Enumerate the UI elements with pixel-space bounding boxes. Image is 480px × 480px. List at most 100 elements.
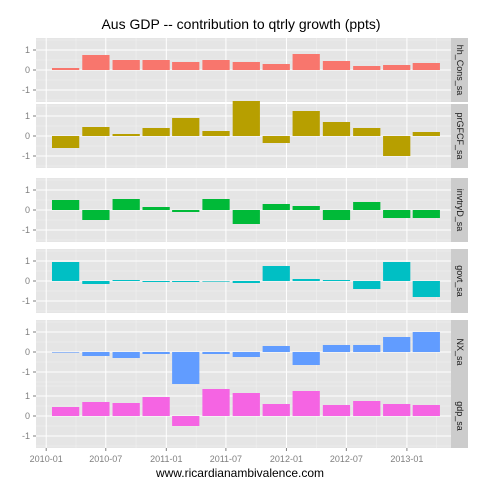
- bar-prGFCF_sa-2010-03: [51, 136, 80, 148]
- facet-panel-gdp_sa: -1 0 1 gdp_sa: [22, 384, 468, 448]
- bar-gdp_sa-2010-06: [82, 402, 110, 416]
- bar-gdp_sa-2011-09: [232, 393, 260, 416]
- bar-hh_Cons_sa-2011-12: [262, 64, 290, 70]
- y-tick-label: 1: [25, 391, 30, 401]
- y-tick-label: 1: [25, 45, 30, 55]
- bar-NX_sa-2013-03: [412, 332, 440, 352]
- bar-prGFCF_sa-2012-03: [292, 111, 320, 136]
- bar-prGFCF_sa-2011-03: [172, 118, 200, 136]
- y-tick-label: 1: [25, 256, 30, 266]
- y-tick-label: 1: [25, 111, 30, 121]
- bar-NX_sa-2012-06: [322, 345, 351, 352]
- bar-NX_sa-2011-12: [262, 346, 290, 352]
- bar-govt_sa-2011-03: [172, 281, 200, 282]
- bar-NX_sa-2012-09: [353, 345, 381, 352]
- bar-hh_Cons_sa-2010-12: [142, 60, 170, 70]
- x-tick-label: 2012-01: [270, 454, 303, 464]
- x-tick-label: 2013-01: [390, 454, 423, 464]
- x-axis: 2010-01 2010-07 2011-01 2011-07 2012-01 2012-…: [30, 448, 423, 464]
- bar-govt_sa-2012-12: [383, 262, 411, 281]
- bar-govt_sa-2012-09: [353, 281, 381, 289]
- bar-gdp_sa-2010-09: [112, 403, 140, 416]
- bar-invtryD_sa-2012-09: [353, 202, 381, 210]
- y-tick-label: 0: [25, 131, 30, 141]
- bar-invtryD_sa-2011-09: [232, 210, 260, 224]
- bar-govt_sa-2012-06: [322, 280, 351, 281]
- bar-hh_Cons_sa-2011-09: [232, 62, 260, 70]
- bar-hh_Cons_sa-2012-12: [383, 65, 411, 70]
- bar-invtryD_sa-2012-06: [322, 210, 351, 220]
- bar-prGFCF_sa-2011-09: [232, 101, 260, 136]
- bar-NX_sa-2010-09: [112, 352, 140, 358]
- y-tick-label: 0: [25, 65, 30, 75]
- y-tick-label: 1: [25, 185, 30, 195]
- bar-hh_Cons_sa-2010-06: [82, 55, 110, 70]
- facet-strip-label: prGFCF_sa: [455, 112, 465, 159]
- facet-panel-NX_sa: -1 0 1 NX_sa: [22, 320, 468, 387]
- bar-invtryD_sa-2010-03: [51, 200, 80, 210]
- bar-hh_Cons_sa-2013-03: [412, 63, 440, 70]
- bar-govt_sa-2013-03: [412, 281, 440, 297]
- bar-gdp_sa-2013-03: [412, 405, 440, 416]
- facet-strip-label: hh_Cons_sa: [455, 45, 465, 96]
- bar-gdp_sa-2012-12: [383, 404, 411, 416]
- x-tick-label: 2011-07: [210, 454, 242, 464]
- facet-strip-label: govt_sa: [455, 265, 465, 297]
- bar-gdp_sa-2010-03: [51, 407, 80, 416]
- bar-invtryD_sa-2011-03: [172, 210, 200, 212]
- facet-strip-label: gdp_sa: [455, 401, 465, 431]
- bar-prGFCF_sa-2012-09: [353, 128, 381, 136]
- facet-strip-label: invtryD_sa: [455, 189, 465, 232]
- bar-NX_sa-2012-03: [292, 352, 320, 365]
- bar-gdp_sa-2012-03: [292, 391, 320, 416]
- bar-invtryD_sa-2010-06: [82, 210, 110, 220]
- bar-invtryD_sa-2011-12: [262, 204, 290, 210]
- facet-panel-govt_sa: -1 0 1 govt_sa: [22, 249, 468, 313]
- facet-strip: [451, 320, 468, 384]
- bar-prGFCF_sa-2010-12: [142, 128, 170, 136]
- facet-panel-invtryD_sa: -1 0 1 invtryD_sa: [22, 178, 468, 242]
- x-tick-label: 2010-01: [30, 454, 63, 464]
- bar-prGFCF_sa-2010-06: [82, 127, 110, 136]
- facet-strip: [451, 384, 468, 448]
- x-axis-caption: www.ricardianambivalence.com: [155, 466, 324, 480]
- bar-gdp_sa-2012-06: [322, 405, 351, 416]
- bar-hh_Cons_sa-2012-06: [322, 61, 351, 70]
- y-tick-label: 1: [25, 327, 30, 337]
- y-tick-label: -1: [22, 85, 30, 95]
- facet-panels: -1 0 1 hh_Cons_sa -1 0 1 prGFCF_sa -1 0 1 invtryD_s…: [22, 38, 468, 448]
- x-tick-label: 2010-07: [89, 454, 122, 464]
- chart-title: Aus GDP -- contribution to qtrly growth …: [101, 16, 380, 32]
- x-tick-label: 2011-01: [150, 454, 182, 464]
- bar-hh_Cons_sa-2011-03: [172, 62, 200, 70]
- facet-strip: [451, 249, 468, 313]
- facet-panel-prGFCF_sa: -1 0 1 prGFCF_sa: [22, 101, 468, 168]
- bar-govt_sa-2012-03: [292, 279, 320, 281]
- bar-invtryD_sa-2013-03: [412, 210, 440, 218]
- bar-govt_sa-2010-06: [82, 281, 110, 284]
- bar-invtryD_sa-2010-12: [142, 207, 170, 210]
- bar-NX_sa-2011-09: [232, 352, 260, 357]
- y-tick-label: -1: [22, 367, 30, 377]
- bar-NX_sa-2012-12: [383, 337, 411, 352]
- y-tick-label: 0: [25, 411, 30, 421]
- bar-prGFCF_sa-2011-12: [262, 136, 290, 143]
- bar-gdp_sa-2011-12: [262, 404, 290, 416]
- y-tick-label: -1: [22, 431, 30, 441]
- bar-govt_sa-2011-09: [232, 281, 260, 283]
- bar-NX_sa-2011-03: [172, 352, 200, 387]
- bar-hh_Cons_sa-2012-09: [353, 66, 381, 70]
- bar-NX_sa-2010-12: [142, 352, 170, 354]
- bar-prGFCF_sa-2012-12: [383, 136, 411, 156]
- bar-govt_sa-2010-09: [112, 280, 140, 281]
- y-tick-label: -1: [22, 225, 30, 235]
- facet-strip: [451, 38, 468, 102]
- bar-gdp_sa-2012-09: [353, 401, 381, 416]
- bar-invtryD_sa-2011-06: [202, 199, 230, 210]
- bar-gdp_sa-2010-12: [142, 397, 170, 416]
- bar-govt_sa-2010-12: [142, 281, 170, 282]
- bar-invtryD_sa-2012-12: [383, 210, 411, 218]
- bar-hh_Cons_sa-2011-06: [202, 60, 230, 70]
- bar-govt_sa-2010-03: [51, 262, 80, 281]
- x-tick-label: 2012-07: [330, 454, 363, 464]
